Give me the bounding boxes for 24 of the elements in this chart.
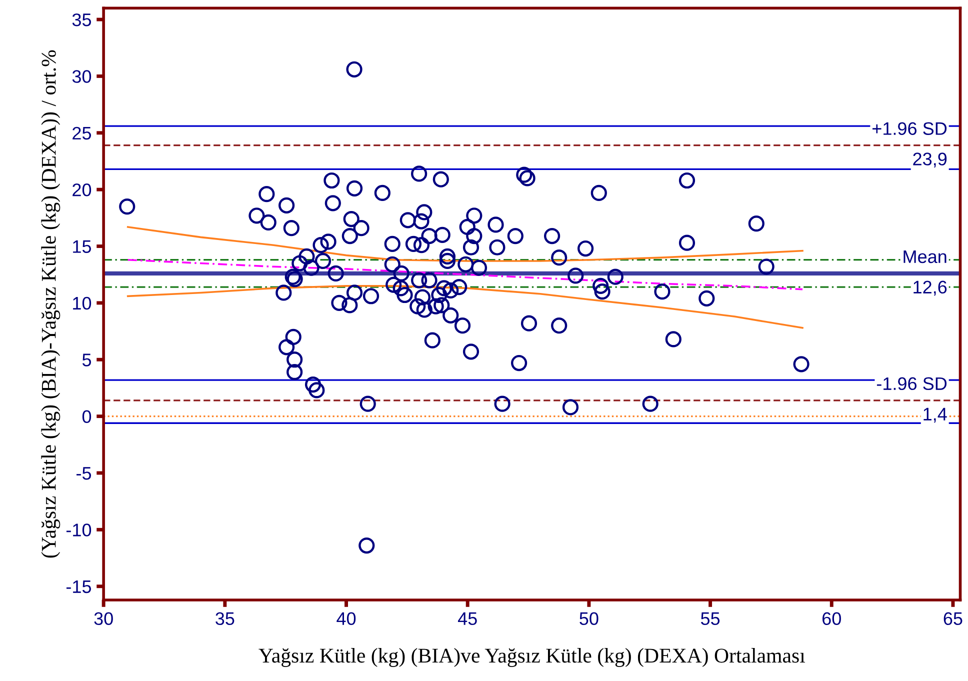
y-axis-title: (Yağsız Kütle (kg) (BIA)-Yağsız Kütle (kg) (DEXA)) / ort.%	[41, 50, 60, 558]
x-tick-label: 35	[216, 612, 234, 626]
x-tick-label: 30	[94, 612, 113, 626]
y-tick-label: 5	[82, 354, 92, 366]
x-axis-title: Yağsız Kütle (kg) (BIA)ve Yağsız Kütle (kg) (DEXA) Ortalaması	[258, 648, 805, 667]
y-tick-label: 20	[72, 184, 92, 196]
x-tick-label: 50	[580, 612, 598, 626]
x-tick-label: 45	[458, 612, 477, 626]
x-tick-label: 40	[336, 612, 356, 626]
y-tick-label: 15	[73, 240, 92, 253]
x-tick-label: 60	[822, 612, 841, 626]
ref-line-label: +1.96 SD 23,9	[872, 122, 947, 168]
y-tick-label: 30	[72, 70, 92, 83]
y-tick-label: 35	[72, 13, 92, 26]
x-tick-label: 65	[944, 612, 962, 626]
x-tick-label: 55	[700, 612, 720, 626]
ref-line-label: Mean 12,6	[904, 250, 947, 296]
y-tick-label: -10	[66, 524, 92, 536]
y-tick-label: 25	[72, 126, 92, 140]
y-tick-label: 10	[73, 296, 92, 310]
y-tick-label: -5	[76, 467, 92, 480]
y-tick-label: -15	[66, 580, 92, 594]
ref-line-label: -1.96 SD 1,4	[876, 377, 947, 423]
y-tick-label: 0	[82, 410, 92, 424]
